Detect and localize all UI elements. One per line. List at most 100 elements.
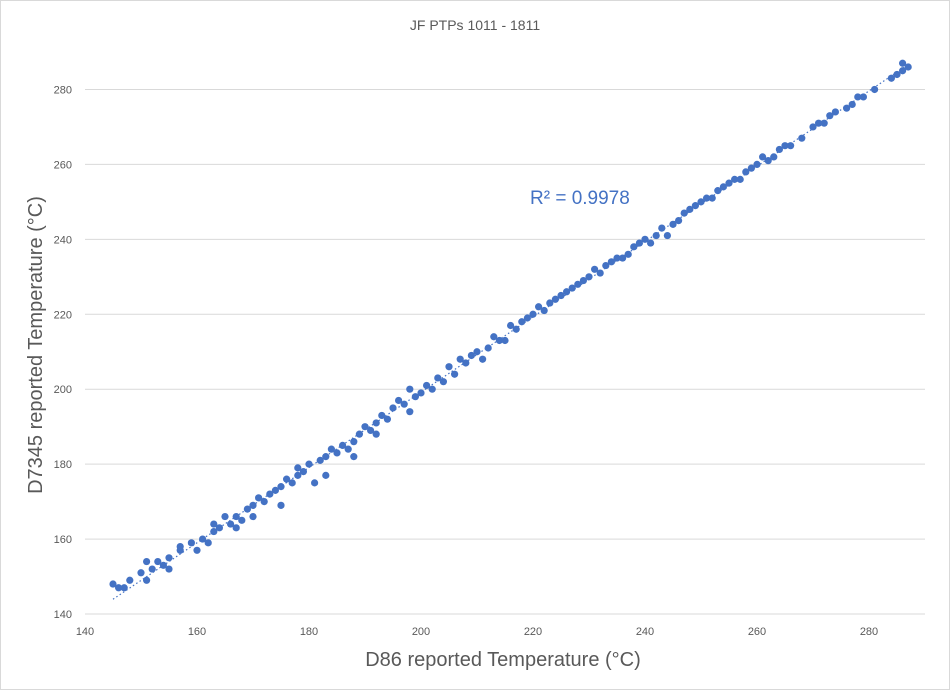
data-point <box>249 512 257 521</box>
data-point <box>249 501 257 509</box>
data-point <box>775 145 784 154</box>
data-point <box>322 453 330 461</box>
data-point <box>389 404 397 412</box>
data-point <box>753 160 761 168</box>
data-point <box>372 419 380 427</box>
data-point <box>708 194 716 202</box>
data-point <box>204 539 212 547</box>
data-point <box>663 231 672 240</box>
data-point <box>652 231 660 240</box>
data-point <box>333 449 341 457</box>
data-point <box>591 265 599 273</box>
data-point <box>210 520 218 528</box>
data-point <box>294 471 302 479</box>
data-point <box>624 250 632 258</box>
data-point <box>635 239 644 247</box>
data-point <box>871 85 879 94</box>
data-point <box>647 239 655 247</box>
data-point <box>159 561 167 569</box>
data-point <box>563 288 571 296</box>
data-point <box>423 381 431 390</box>
data-point <box>607 258 616 266</box>
y-tick-label: 240 <box>54 234 72 246</box>
data-point <box>613 254 621 262</box>
data-point <box>277 483 285 491</box>
data-point <box>165 565 173 573</box>
data-point <box>473 348 481 356</box>
data-point <box>557 291 565 300</box>
data-point <box>126 576 134 584</box>
data-point <box>148 565 156 573</box>
data-point <box>361 423 369 431</box>
x-tick-label: 280 <box>860 626 878 638</box>
data-point <box>831 108 840 116</box>
r-squared-label: R² = 0.9978 <box>530 188 630 209</box>
x-tick-label: 240 <box>636 626 654 638</box>
data-point <box>260 498 268 506</box>
data-point <box>546 299 554 307</box>
data-point <box>680 209 688 217</box>
data-point <box>462 359 470 367</box>
data-point <box>417 389 425 397</box>
data-point <box>596 269 604 277</box>
data-point <box>372 430 380 438</box>
data-point <box>305 460 313 468</box>
data-point <box>283 475 291 483</box>
data-point <box>378 411 386 420</box>
data-point <box>255 494 263 502</box>
data-point <box>445 363 453 371</box>
data-point <box>585 273 593 281</box>
chart-title: JF PTPs 1011 - 1811 <box>410 17 540 33</box>
data-point <box>686 205 694 213</box>
data-point <box>355 430 363 438</box>
data-point <box>630 243 638 251</box>
data-point <box>523 314 532 322</box>
data-point <box>736 175 744 183</box>
data-point <box>843 104 851 112</box>
data-point <box>747 164 756 172</box>
x-tick-label: 220 <box>524 626 542 638</box>
y-tick-label: 180 <box>54 459 72 471</box>
data-point <box>322 471 330 479</box>
data-point <box>176 542 184 551</box>
data-point <box>809 123 817 131</box>
x-tick-label: 160 <box>188 626 206 638</box>
data-point <box>887 74 896 82</box>
data-points <box>109 59 912 592</box>
data-point <box>854 93 862 101</box>
data-point <box>311 479 319 487</box>
data-point <box>193 546 201 554</box>
data-point <box>484 344 492 352</box>
data-point <box>456 355 464 363</box>
data-point <box>395 396 403 405</box>
data-point <box>731 175 739 183</box>
data-point <box>327 445 335 453</box>
data-point <box>232 524 240 532</box>
data-point <box>243 505 251 513</box>
data-point <box>210 527 218 536</box>
data-point <box>221 512 229 521</box>
data-point <box>826 112 834 120</box>
y-tick-label: 140 <box>54 609 72 621</box>
data-point <box>742 168 750 176</box>
data-point <box>406 385 414 393</box>
y-tick-label: 160 <box>54 534 72 546</box>
data-point <box>579 276 588 285</box>
data-point <box>339 441 347 449</box>
data-point <box>344 445 352 453</box>
data-point <box>187 539 195 547</box>
data-point <box>350 453 358 461</box>
data-point <box>602 261 610 270</box>
data-point <box>641 235 649 243</box>
data-point <box>109 580 117 588</box>
data-point <box>904 63 912 71</box>
x-tick-label: 180 <box>300 626 318 638</box>
data-point <box>574 280 582 288</box>
data-point <box>154 557 162 566</box>
data-point <box>669 220 677 228</box>
data-point <box>848 100 856 109</box>
data-point <box>227 520 235 528</box>
data-point <box>143 557 151 566</box>
data-point <box>266 490 274 498</box>
data-point <box>859 93 868 101</box>
